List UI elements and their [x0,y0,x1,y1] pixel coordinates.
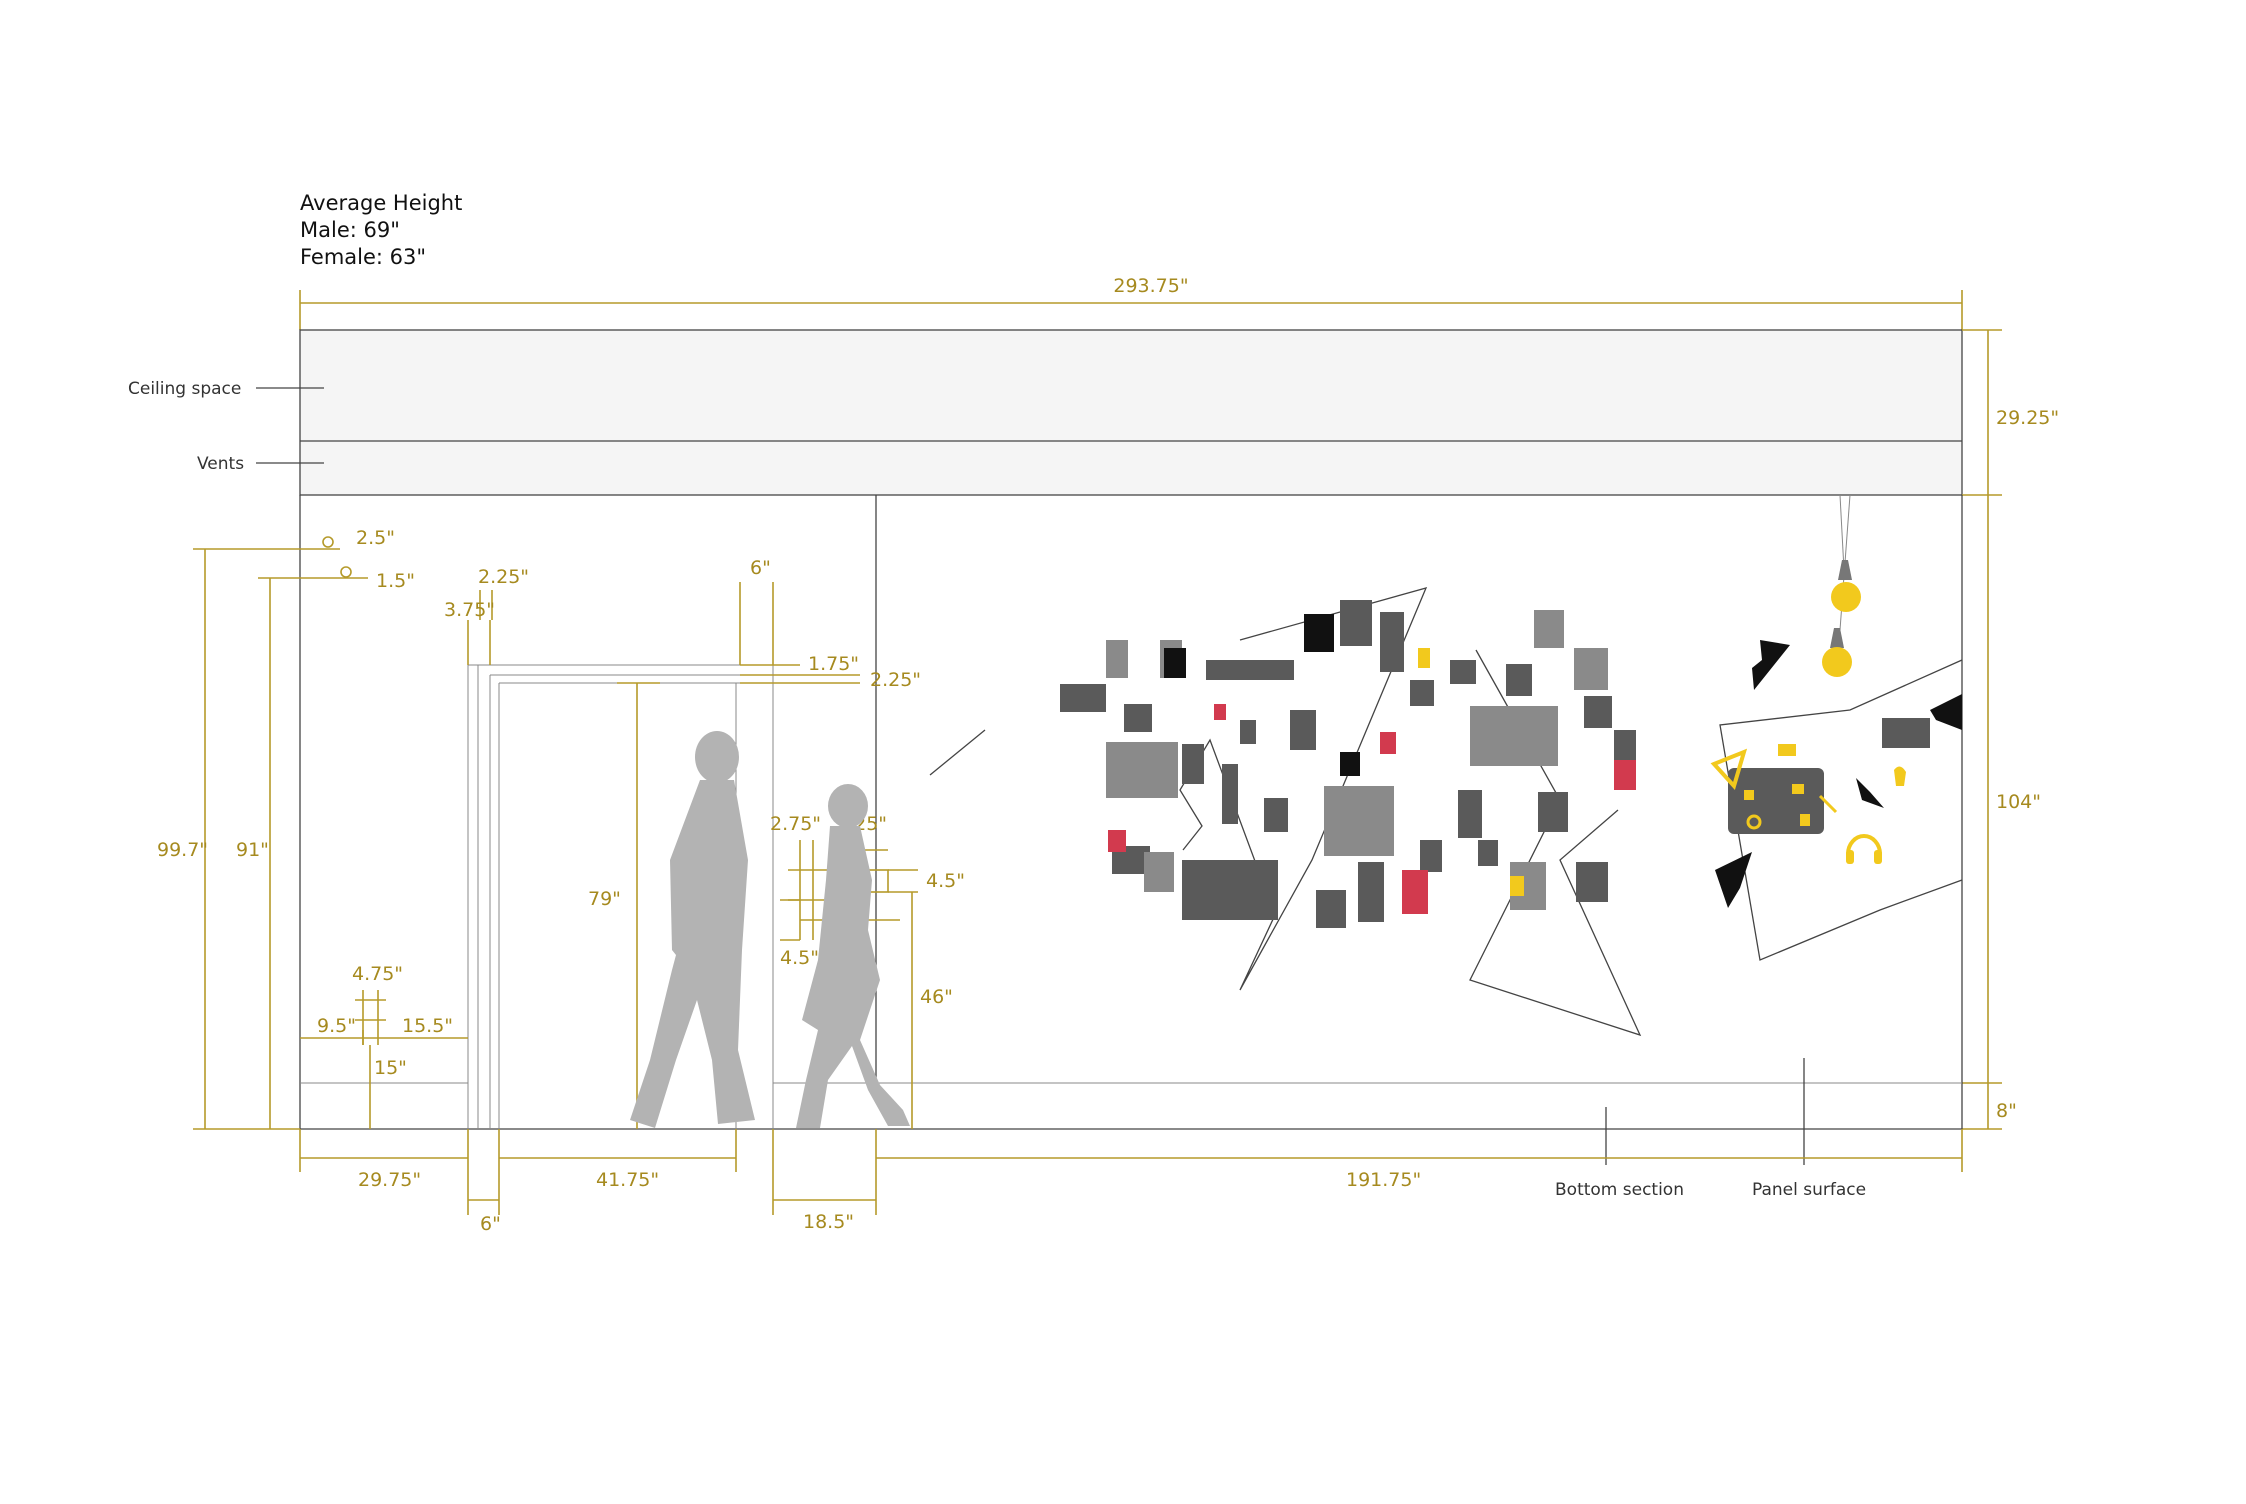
height-91-label: 91" [236,839,269,861]
wall-height-label: 104" [1996,791,2041,813]
ceiling-space-label: Ceiling space [128,379,241,399]
average-height-note: Average Height Male: 69" Female: 63" [300,191,462,269]
male-silhouette [630,731,755,1128]
average-height-title: Average Height [300,191,462,215]
female-silhouette [796,784,910,1128]
ceiling-height-label: 29.25" [1996,407,2059,429]
dim-46-label: 46" [920,986,953,1008]
collage-panel [929,587,1642,1037]
dim-4-75-label: 4.75" [352,963,403,985]
left-height-dimensions: 99.7" 91" 2.5" 1.5" [157,527,415,1130]
dim-191-75-label: 191.75" [1346,1169,1421,1191]
dim-1-5-label: 1.5" [376,570,415,592]
dim-15-label: 15" [374,1057,407,1079]
dim-9-5-label: 9.5" [317,1015,356,1037]
dim-2-25-right-label: 2.25" [870,669,921,691]
door-dimensions: 2.25" 3.75" 6" 1.75" 2.25" 79" [444,557,921,1129]
panel-surface-label: Panel surface [1752,1180,1866,1200]
total-width-label: 293.75" [1113,275,1188,297]
dim-41-75-label: 41.75" [596,1169,659,1191]
dim-3-75-label: 3.75" [444,599,495,621]
bench-dimensions: 4.75" 9.5" 15.5" 15" [300,963,468,1129]
male-height: Male: 69" [300,218,400,242]
ceiling-block: Ceiling space Vents [128,329,1963,496]
vents-label: Vents [197,454,244,474]
dim-1-75-label: 1.75" [808,653,859,675]
dim-2-75-label: 2.75" [770,813,821,835]
dim-6-top-label: 6" [750,557,771,579]
dim-6-bottom-label: 6" [480,1213,501,1235]
dim-4-5-left-label: 4.5" [780,947,819,969]
dim-2-5-label: 2.5" [356,527,395,549]
bottom-width-dimensions: 29.75" 6" 41.75" 18.5" 191.75" [299,1129,1963,1235]
dim-2-25-top-label: 2.25" [478,566,529,588]
dim-29-75-label: 29.75" [358,1169,421,1191]
height-99-label: 99.7" [157,839,208,861]
desk-motif [1710,494,1963,961]
door-height-79-label: 79" [588,888,621,910]
right-height-dimensions: 29.25" 104" 8" [1962,329,2059,1130]
dim-15-5-label: 15.5" [402,1015,453,1037]
overall-width-dimension: 293.75" [299,275,1963,330]
base-height-label: 8" [1996,1100,2017,1122]
female-height: Female: 63" [300,245,426,269]
dim-18-5-label: 18.5" [803,1211,854,1233]
dim-4-5-right-label: 4.5" [926,870,965,892]
bottom-section-label: Bottom section [1555,1180,1684,1200]
